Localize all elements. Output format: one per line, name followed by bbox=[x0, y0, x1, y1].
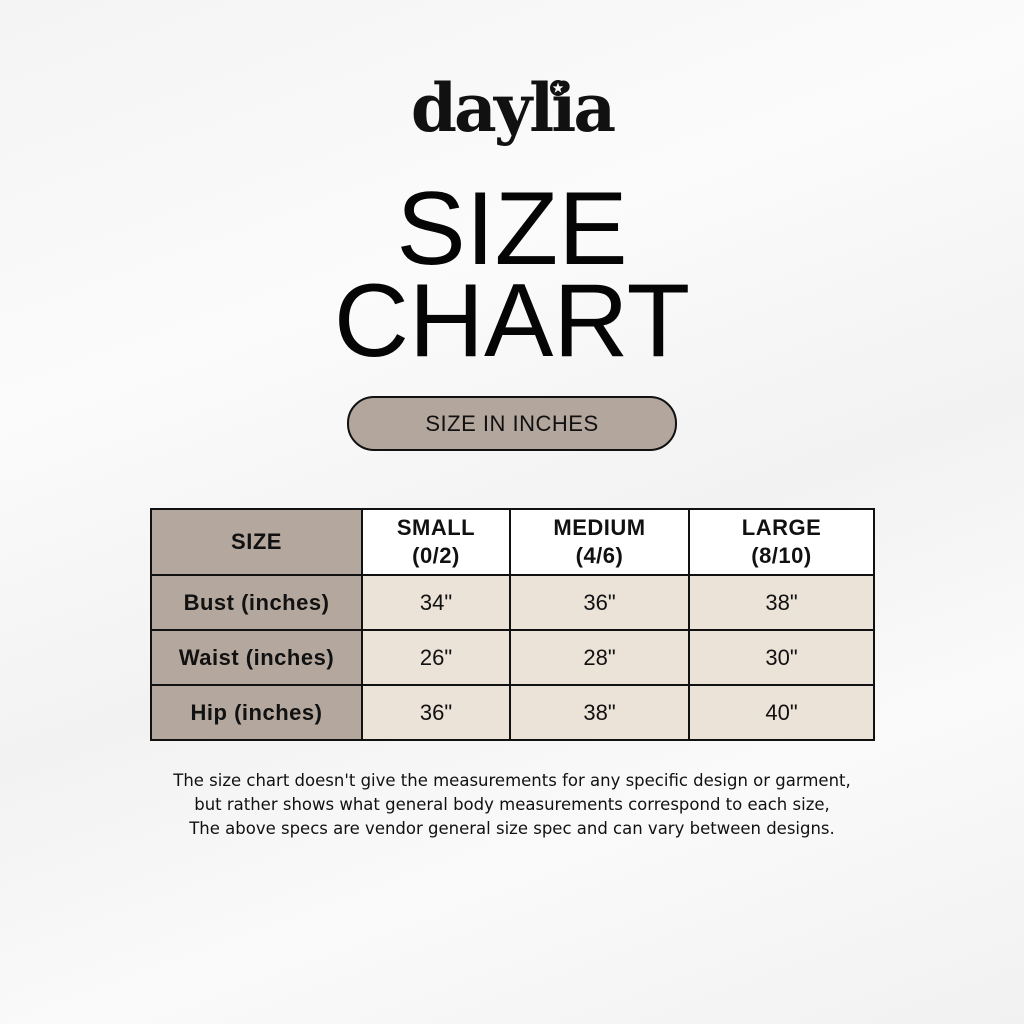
column-header: MEDIUM (4/6) bbox=[509, 508, 690, 576]
table-cell: 36" bbox=[361, 684, 511, 741]
star-icon bbox=[550, 80, 566, 96]
size-name: LARGE bbox=[741, 515, 822, 540]
table-cell: 28" bbox=[509, 629, 690, 686]
row-label: Waist (inches) bbox=[150, 629, 363, 686]
table-cell: 38" bbox=[688, 574, 875, 631]
column-header: SMALL (0/2) bbox=[361, 508, 511, 576]
table-row: Hip (inches) 36" 38" 40" bbox=[150, 684, 875, 741]
footnote: The size chart doesn't give the measurem… bbox=[0, 769, 1024, 841]
size-name: MEDIUM bbox=[553, 515, 646, 540]
page-title-line2: CHART bbox=[333, 263, 691, 379]
table-header-row: SIZE SMALL (0/2) MEDIUM (4/6) LARGE (8/10) bbox=[150, 508, 875, 576]
size-range: (8/10) bbox=[751, 543, 812, 568]
brand-logo: daylia bbox=[0, 68, 1024, 148]
table-cell: 30" bbox=[688, 629, 875, 686]
logo-text: daylia bbox=[410, 69, 616, 147]
footnote-line: but rather shows what general body measu… bbox=[194, 795, 830, 814]
row-label: Bust (inches) bbox=[150, 574, 363, 631]
column-header: LARGE (8/10) bbox=[688, 508, 875, 576]
footnote-line: The above specs are vendor general size … bbox=[189, 819, 835, 838]
size-range: (0/2) bbox=[412, 543, 460, 568]
header-corner: SIZE bbox=[150, 508, 363, 576]
page-title-line1: SIZE bbox=[396, 171, 628, 287]
table-row: Bust (inches) 34" 36" 38" bbox=[150, 574, 875, 631]
row-label: Hip (inches) bbox=[150, 684, 363, 741]
table-row: Waist (inches) 26" 28" 30" bbox=[150, 629, 875, 686]
size-name: SMALL bbox=[396, 515, 476, 540]
footnote-line: The size chart doesn't give the measurem… bbox=[173, 771, 851, 790]
size-table: SIZE SMALL (0/2) MEDIUM (4/6) LARGE (8/10) … bbox=[150, 508, 875, 741]
unit-badge: SIZE IN INCHES bbox=[347, 396, 677, 451]
table-cell: 40" bbox=[688, 684, 875, 741]
table-cell: 34" bbox=[361, 574, 511, 631]
table-cell: 38" bbox=[509, 684, 690, 741]
size-range: (4/6) bbox=[575, 543, 624, 568]
table-cell: 36" bbox=[509, 574, 690, 631]
table-cell: 26" bbox=[361, 629, 511, 686]
